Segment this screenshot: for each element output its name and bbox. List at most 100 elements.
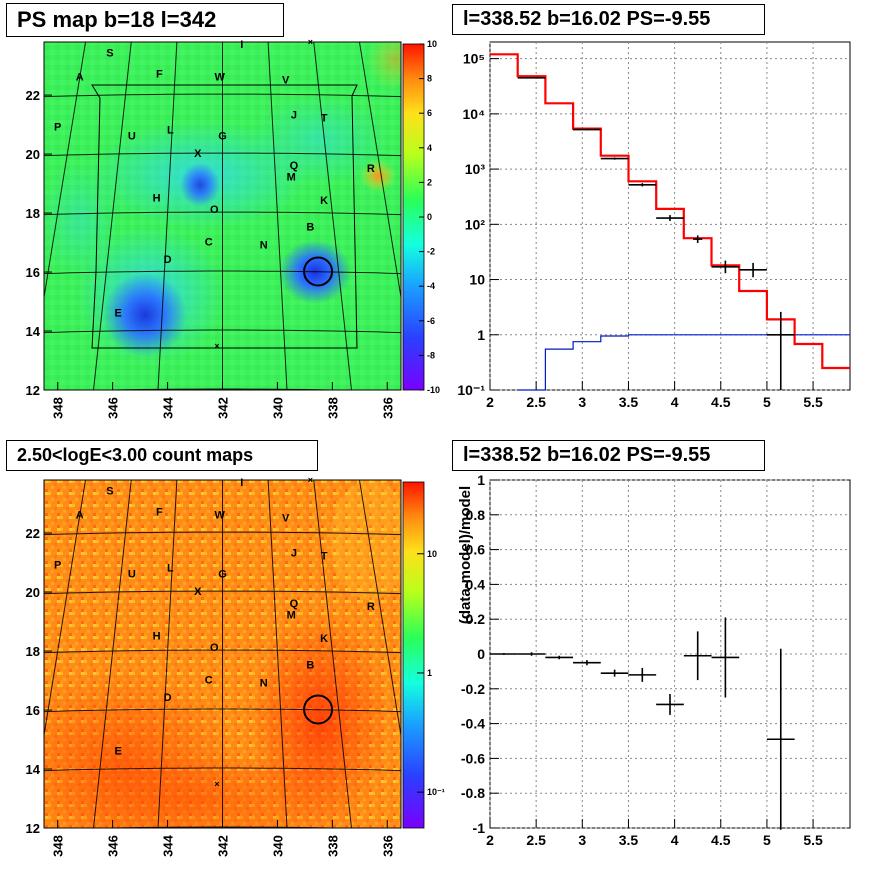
count-map-source-label-T: T [321,551,328,563]
ps-colorbar-tick-label: 8 [427,74,432,84]
ps-map-y-tick-label: 14 [26,324,41,339]
count-map-x-tick-label: 338 [325,835,340,857]
spectrum-y-tick-label: 1 [477,327,485,343]
spectrum-background-model-line [517,334,850,391]
count-map-source-label-L: L [167,562,174,574]
ps-map-source-label-Q: Q [290,160,299,172]
residual-y-tick-label: -1 [473,820,486,836]
ps-map-grid-meridian [313,42,353,390]
ps-map-y-tick-label: 22 [26,88,40,103]
count-map-target-circle [303,694,334,725]
count-map-source-label-K: K [320,633,328,645]
ps-map-grid-parallel [44,329,401,334]
ps-map-source-label-U: U [128,130,136,142]
spectrum-y-tick-label: 10² [465,216,486,232]
count-map-y-tick-label: 20 [26,585,40,600]
ps-map-source-label-C: C [205,236,213,248]
count-colorbar-tick-label: 10⁻¹ [427,787,445,797]
count-map-grid-parallel [44,767,401,772]
count-map-grid-meridian [267,480,288,828]
residual-y-tick-label: 1 [477,472,485,488]
count-colorbar-tick-label: 1 [427,668,432,678]
count-map-grid-parallel [44,531,401,536]
ps-map-x-tick-label: 342 [216,397,231,419]
residual-y-tick-label: 0.8 [466,507,486,523]
ps-map-target-circle [303,256,334,287]
count-colorbar [403,482,424,828]
ps-colorbar-tick-label: -6 [427,316,435,326]
spectrum-y-tick-label: 10⁻¹ [457,382,485,398]
ps-map-source-label-I: I [240,39,243,51]
count-map-source-label-S: S [106,486,113,498]
ps-colorbar [403,44,424,390]
residual-y-tick-label: -0.8 [461,785,485,801]
residual-x-tick-label: 3 [578,832,586,848]
spectrum-y-tick-label: 10 [469,272,485,288]
count-map-y-tick-label: 16 [26,703,40,718]
ps-map-title: PS map b=18 l=342 [6,3,284,37]
spectrum-bottom-title: l=338.52 b=16.02 PS=-9.55 [452,440,765,471]
count-map-x-tick-label: 346 [106,835,121,857]
count-map-x-tick-label: 344 [161,834,176,856]
ps-map-source-label-N: N [260,239,268,251]
spectrum-y-tick-label: 10⁴ [463,106,486,122]
count-map-source-label-G: G [218,568,227,580]
spectrum-x-tick-label: 3 [578,394,586,410]
spectrum-x-tick-label: 5.5 [803,394,823,410]
count-map-grid-meridian [313,480,353,828]
ps-colorbar-tick-label: -8 [427,350,435,360]
count-map-grid-meridian [44,480,87,739]
count-map-source-label-A: A [76,509,84,521]
count-colorbar-tick-label: 10 [427,549,437,559]
ps-colorbar-tick-label: 0 [427,212,432,222]
count-map-grid-parallel [44,590,401,595]
count-map-source-label-U: U [128,568,136,580]
ps-map-source-label-K: K [320,195,328,207]
count-map-y-tick-label: 22 [26,526,40,541]
count-map-x-tick-label: 348 [51,835,66,857]
residual-y-tick-label: 0.6 [466,542,486,558]
spectrum-x-tick-label: 4.5 [711,394,731,410]
residual-x-tick-label: 4 [671,832,679,848]
ps-map-grid-meridian [157,42,178,390]
ps-map-source-label-M: M [287,172,296,184]
count-map-source-label-C: C [205,674,213,686]
count-map-source-mark: × [308,475,313,485]
residual-x-tick-label: 4.5 [711,832,731,848]
ps-map-source-label-P: P [54,121,61,133]
residual-y-tick-label: 0.2 [466,611,486,627]
ps-map-source-label-L: L [167,124,174,136]
spectrum-top-title: l=338.52 b=16.02 PS=-9.55 [452,4,765,35]
ps-map-source-mark: × [214,341,219,351]
ps-map-source-label-S: S [106,48,113,60]
ps-map-x-tick-label: 336 [380,397,395,419]
count-map-source-label-V: V [282,512,290,524]
count-map-source-label-B: B [306,660,314,672]
ps-map-y-tick-label: 18 [26,206,40,221]
count-map-source-label-H: H [153,630,161,642]
spectrum-x-tick-label: 2.5 [526,394,546,410]
count-map-source-label-X: X [194,586,202,598]
ps-colorbar-tick-label: -10 [427,385,440,395]
residual-y-tick-label: 0.4 [466,576,486,592]
spectrum-y-tick-label: 10³ [465,161,486,177]
ps-map-source-label-R: R [367,163,375,175]
count-map-y-tick-label: 12 [26,821,40,836]
count-map-panel: S I A F W V J T P U L G X QM R H K O B C N D E × × 348 346 344 342 3… [26,475,445,857]
ps-map-grid-meridian [44,42,87,301]
ps-colorbar-tick-label: 10 [427,39,437,49]
count-map-y-tick-label: 14 [26,762,41,777]
ps-map-source-label-B: B [306,222,314,234]
ps-colorbar-tick-label: -4 [427,281,435,291]
spectrum-total-model-line [490,53,850,370]
ps-map-y-tick-label: 12 [26,383,40,398]
ps-map-source-label-H: H [153,192,161,204]
ps-map-source-label-D: D [164,254,172,266]
ps-map-source-label-V: V [282,74,290,86]
ps-map-grid-parallel [44,211,401,216]
ps-map-source-label-X: X [194,148,202,160]
residual-y-axis-label: (data-model)/model [457,486,474,624]
count-map-source-label-F: F [156,506,163,518]
count-map-source-label-Q: Q [290,598,299,610]
ps-map-source-label-G: G [218,130,227,142]
